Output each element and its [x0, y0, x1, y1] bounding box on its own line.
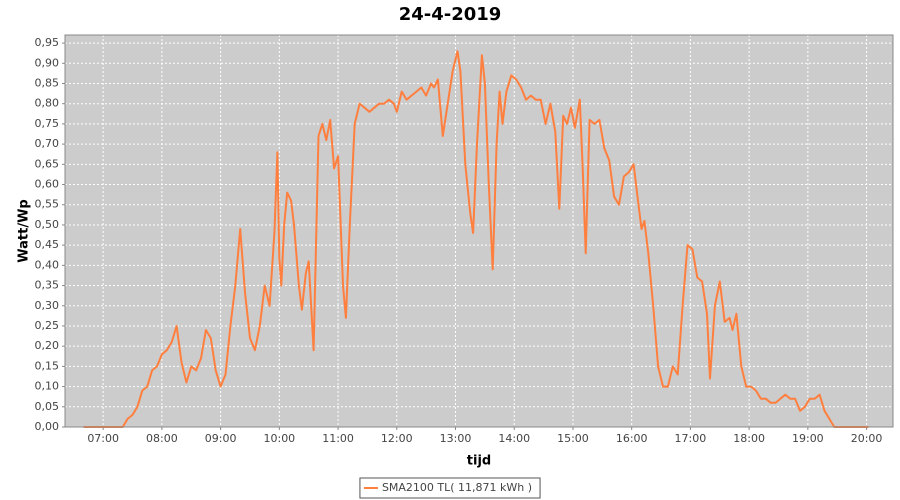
x-tick-label: 16:00	[616, 432, 648, 445]
legend-label: SMA2100 TL( 11,871 kWh )	[382, 481, 532, 494]
x-tick-label: 08:00	[146, 432, 178, 445]
y-tick-label: 0,70	[35, 137, 60, 150]
x-axis-label: tijd	[467, 454, 491, 469]
y-tick-label: 0,00	[35, 420, 60, 433]
y-tick-label: 0,80	[35, 97, 60, 110]
y-tick-label: 0,25	[35, 319, 60, 332]
data-line	[83, 50, 869, 428]
y-tick-label: 0,90	[35, 56, 60, 69]
x-tick-label: 17:00	[675, 432, 707, 445]
chart-title: 24-4-2019	[399, 4, 502, 25]
y-tick-label: 0,65	[35, 157, 60, 170]
y-tick-label: 0,45	[35, 238, 60, 251]
y-tick-label: 0,20	[35, 339, 60, 352]
x-tick-label: 09:00	[205, 432, 237, 445]
y-tick-label: 0,10	[35, 380, 60, 393]
x-tick-label: 07:00	[87, 432, 119, 445]
x-tick-label: 15:00	[557, 432, 589, 445]
x-tick-label: 11:00	[322, 432, 354, 445]
legend-box	[359, 477, 541, 499]
y-tick-label: 0,95	[35, 36, 60, 49]
y-tick-label: 0,05	[35, 400, 60, 413]
y-tick-label: 0,40	[35, 258, 60, 271]
x-tick-label: 19:00	[792, 432, 824, 445]
y-tick-label: 0,50	[35, 218, 60, 231]
y-tick-label: 0,35	[35, 279, 60, 292]
x-tick-label: 20:00	[851, 432, 883, 445]
y-tick-label: 0,60	[35, 178, 60, 191]
x-tick-label: 18:00	[733, 432, 765, 445]
y-axis-label: Watt/Wp	[17, 199, 32, 262]
x-tick-label: 10:00	[263, 432, 295, 445]
y-tick-label: 0,15	[35, 359, 60, 372]
y-tick-label: 0,55	[35, 198, 60, 211]
x-tick-label: 13:00	[440, 432, 472, 445]
y-tick-label: 0,85	[35, 76, 60, 89]
legend: SMA2100 TL( 11,871 kWh )	[359, 477, 541, 499]
y-tick-label: 0,30	[35, 299, 60, 312]
x-tick-label: 14:00	[498, 432, 530, 445]
plot-border	[64, 34, 894, 428]
y-tick-label: 0,75	[35, 117, 60, 130]
x-tick-label: 12:00	[381, 432, 413, 445]
